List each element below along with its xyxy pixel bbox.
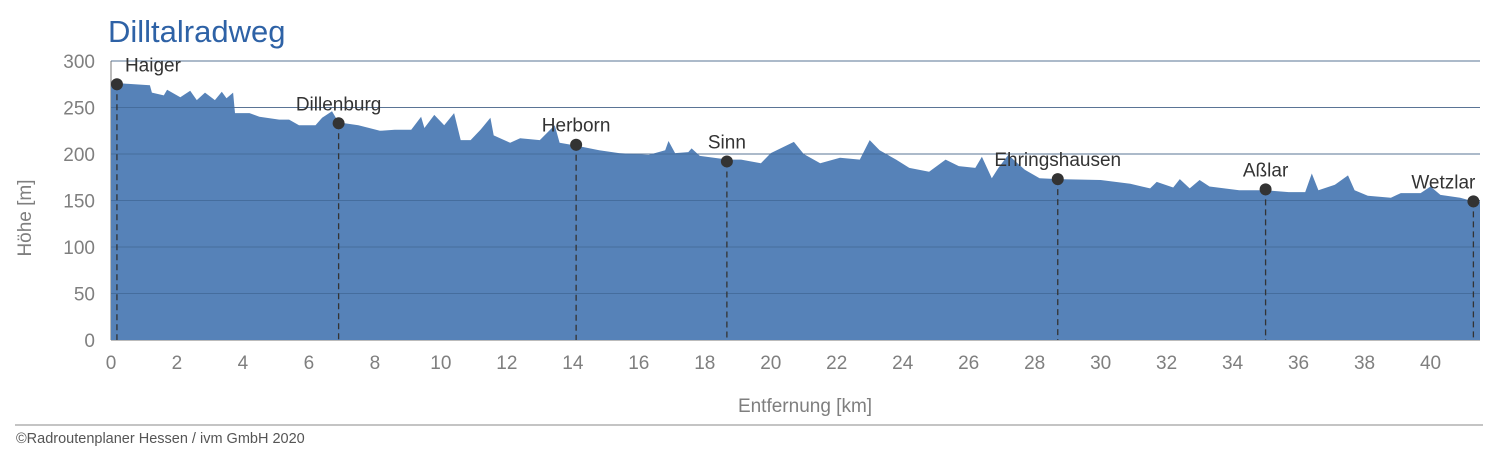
place-markers: Haiger Dillenburg Herborn Sinn Ehringshausen…	[110, 55, 1480, 340]
place-label: Haiger	[125, 55, 182, 76]
x-tick-label: 30	[1090, 353, 1111, 374]
y-axis-label: Höhe [m]	[15, 179, 36, 256]
place-marker	[332, 117, 345, 130]
x-tick-label: 24	[892, 353, 914, 374]
x-tick-label: 14	[562, 353, 584, 374]
place-marker	[1467, 195, 1480, 208]
x-tick-label: 10	[430, 353, 451, 374]
y-tick-label: 100	[63, 238, 95, 259]
place-label: Dillenburg	[296, 94, 382, 115]
x-tick-label: 6	[304, 353, 315, 374]
place-marker	[570, 138, 583, 151]
y-tick-label: 0	[84, 331, 95, 352]
x-tick-label: 34	[1222, 353, 1244, 374]
copyright-text: ©Radroutenplaner Hessen / ivm GmbH 2020	[16, 431, 305, 447]
x-axis-label: Entfernung [km]	[738, 396, 872, 417]
place-marker	[720, 155, 733, 168]
place-marker	[110, 78, 123, 91]
elevation-area	[111, 82, 1480, 341]
x-tick-label: 32	[1156, 353, 1177, 374]
place-label: Ehringshausen	[994, 150, 1121, 171]
x-tick-label: 40	[1420, 353, 1441, 374]
y-tick-label: 300	[63, 52, 95, 73]
place-label: Aßlar	[1243, 160, 1289, 181]
y-tick-label: 200	[63, 145, 95, 166]
place-label: Sinn	[708, 132, 746, 153]
x-tick-label: 36	[1288, 353, 1309, 374]
x-tick-label: 4	[238, 353, 249, 374]
chart-title: Dilltalradweg	[108, 14, 285, 49]
x-tick-label: 16	[628, 353, 649, 374]
place-label: Wetzlar	[1411, 172, 1476, 193]
x-tick-label: 8	[370, 353, 381, 374]
y-tick-label: 50	[74, 285, 95, 306]
x-tick-label: 2	[172, 353, 183, 374]
x-tick-label: 22	[826, 353, 847, 374]
place-marker	[1259, 183, 1272, 196]
y-tick-label: 150	[63, 192, 95, 213]
place-marker	[1051, 173, 1064, 186]
x-tick-label: 26	[958, 353, 979, 374]
x-tick-label: 20	[760, 353, 781, 374]
x-tick-label: 38	[1354, 353, 1375, 374]
x-tick-label: 0	[106, 353, 117, 374]
x-tick-label: 18	[694, 353, 715, 374]
place-label: Herborn	[542, 116, 611, 137]
y-tick-label: 250	[63, 99, 95, 120]
x-tick-label: 28	[1024, 353, 1045, 374]
x-tick-label: 12	[496, 353, 517, 374]
